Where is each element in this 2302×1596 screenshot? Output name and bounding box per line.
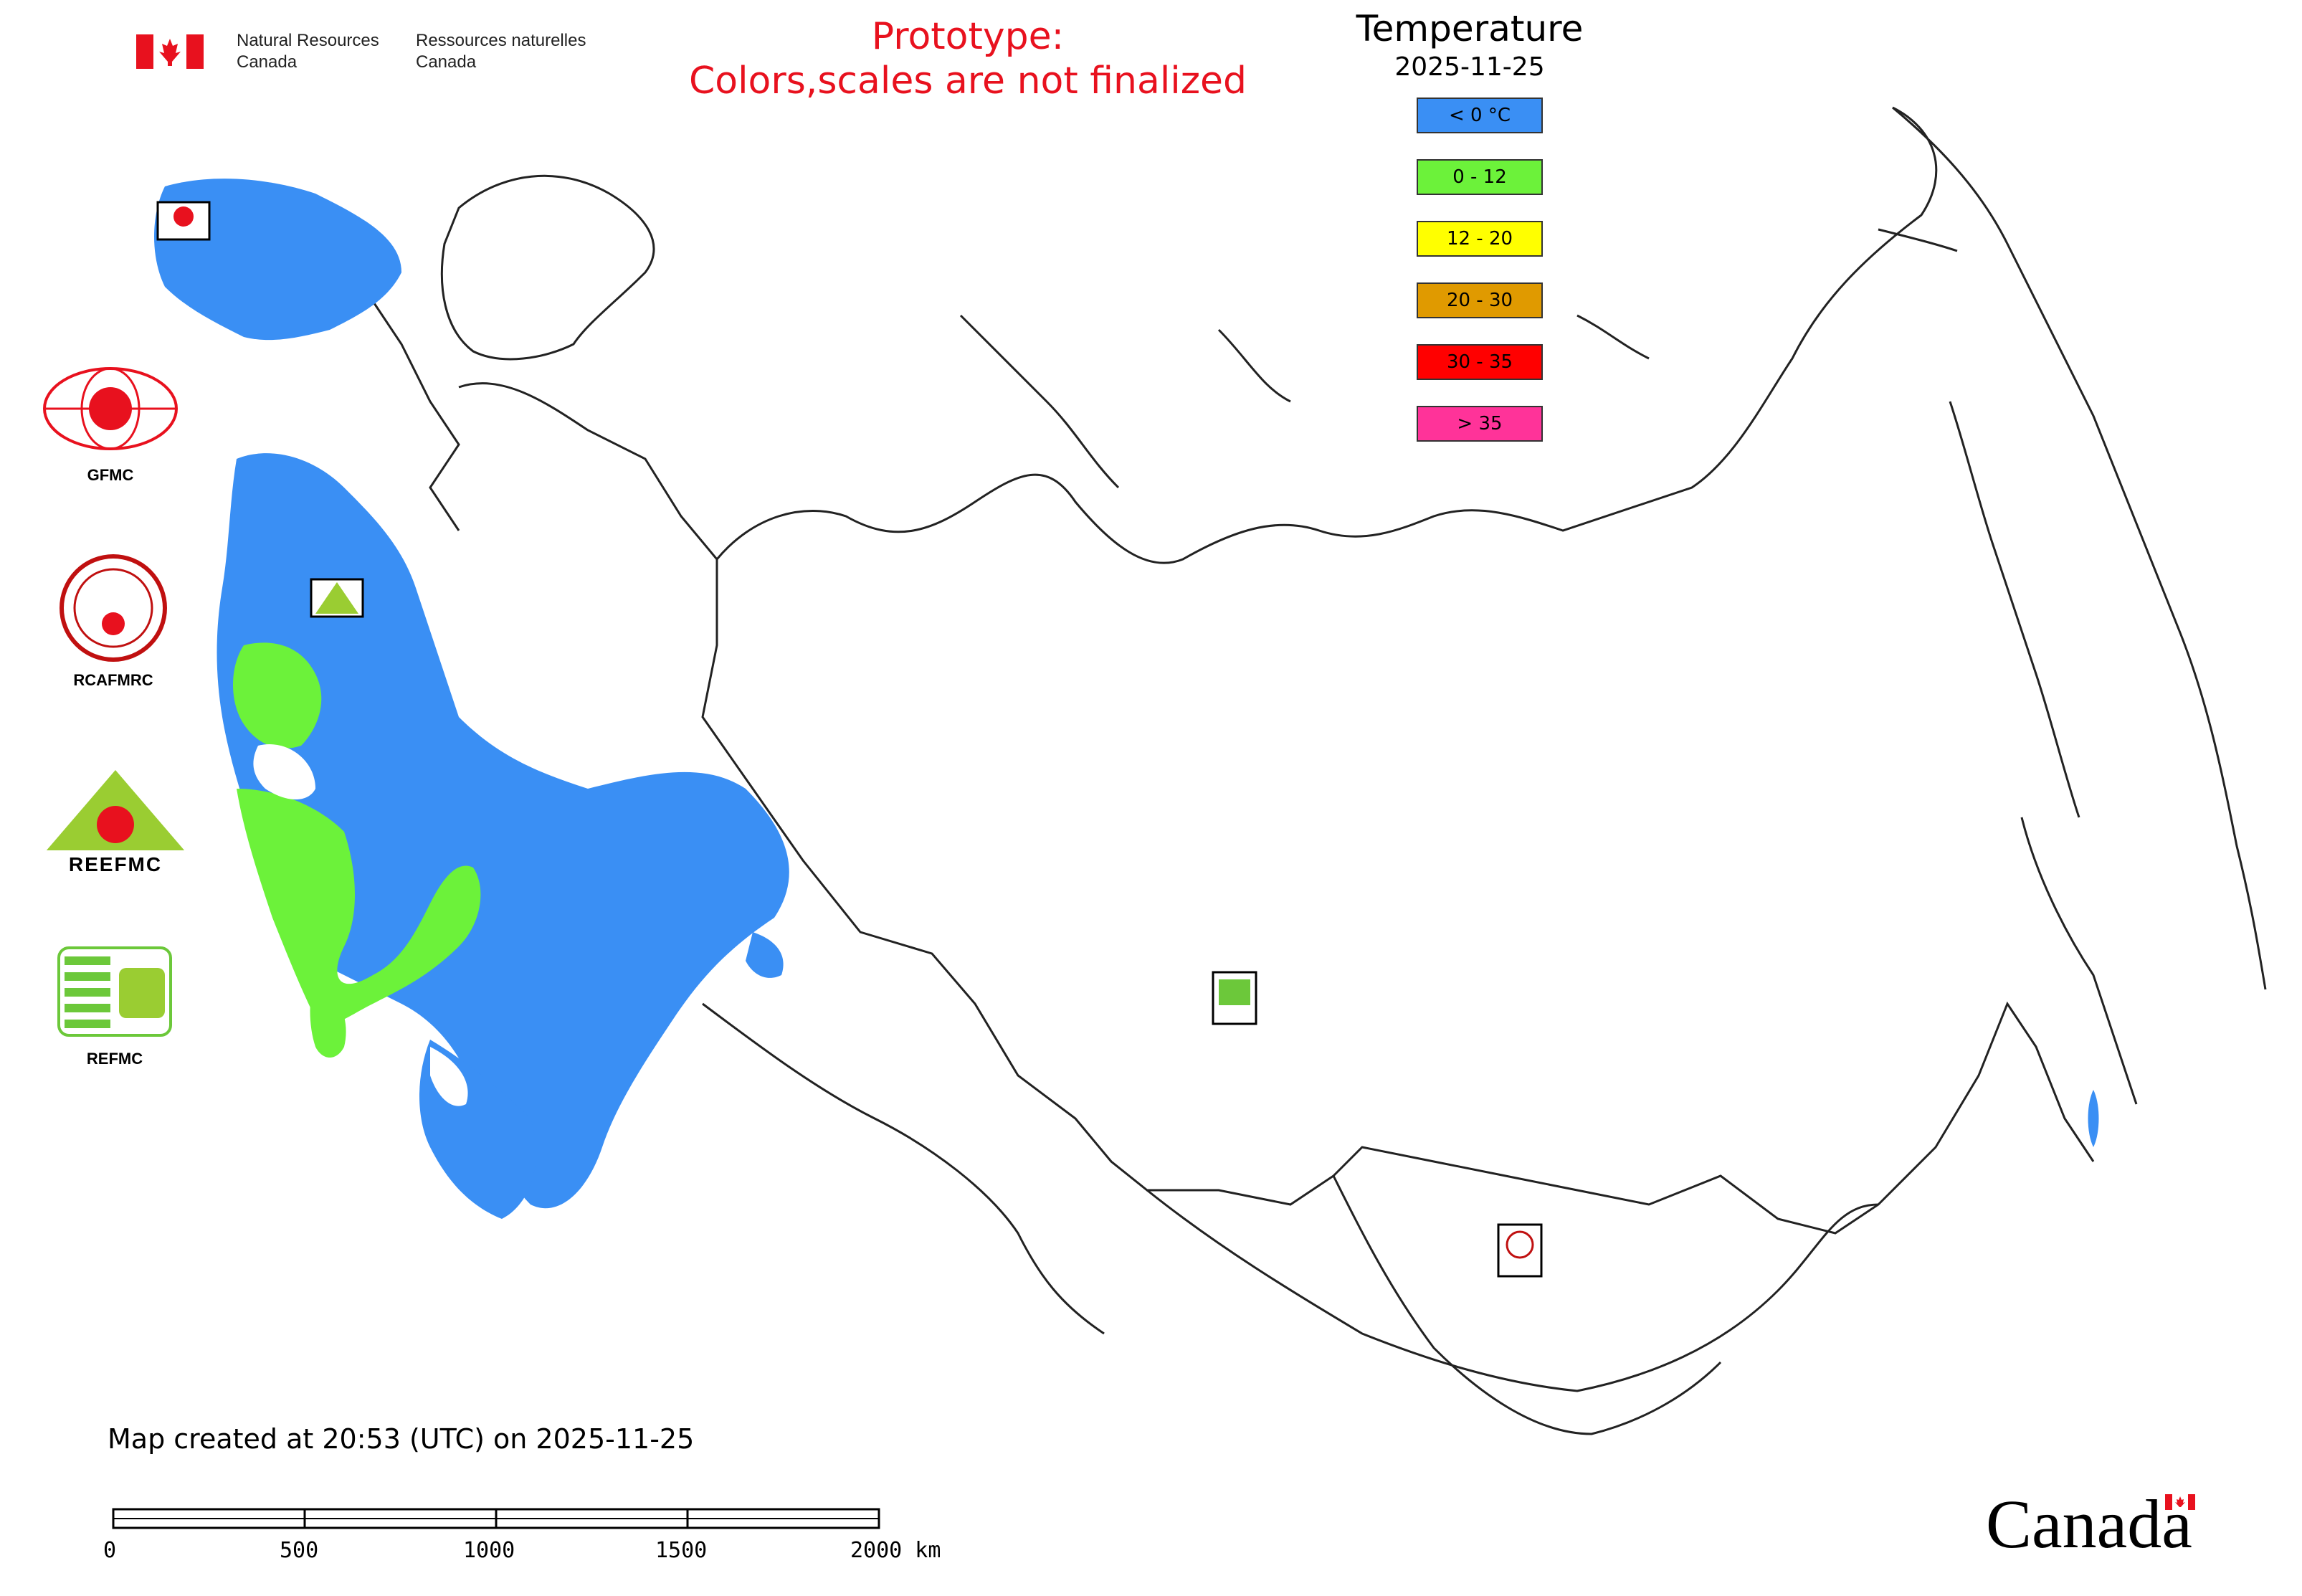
severnaya-zemlya — [1217, 328, 1291, 403]
gfmc-label: GFMC — [87, 466, 134, 484]
mongolia-border — [1146, 1189, 1879, 1392]
refmc-logo: REFMC — [57, 946, 172, 1068]
map-created-note: Map created at 20:53 (UTC) on 2025-11-25 — [108, 1423, 695, 1455]
temperature-zone-0-12 — [233, 642, 481, 1058]
novaya-zemlya — [959, 314, 1120, 489]
legend-item-0: < 0 °C — [1417, 98, 1543, 133]
scale-tick-2000: 2000 km — [850, 1538, 941, 1563]
rcafmrc-logo: RCAFMRC — [57, 552, 169, 690]
agency-name-fr: Ressources naturelles Canada — [416, 31, 586, 72]
legend-item-3: 20 - 30 — [1417, 282, 1543, 318]
wrangel-island — [1878, 228, 1958, 252]
canada-wordmark-text: Canada — [1986, 1486, 2192, 1562]
legend-item-1: 0 - 12 — [1417, 159, 1543, 195]
far-east-coast — [1892, 106, 2267, 990]
map-markers — [156, 201, 1543, 1278]
scale-tick-500: 500 — [280, 1538, 319, 1563]
new-siberian-islands — [1576, 314, 1650, 360]
legend-date: 2025-11-25 — [1394, 52, 1545, 82]
canada-flag-icon — [136, 34, 204, 69]
canada-wordmark-flag-icon — [2165, 1494, 2195, 1510]
arctic-coast — [715, 106, 1938, 564]
reefmc-emblem-icon — [42, 770, 189, 865]
rcafmrc-emblem-icon — [60, 554, 167, 662]
canada-wordmark: Canada — [1986, 1484, 2195, 1564]
scale-bar: 0 500 1000 1500 2000 km — [103, 1502, 968, 1574]
legend-title: Temperature — [1356, 8, 1584, 49]
russia-border — [458, 382, 2095, 1235]
rcafmrc-label: RCAFMRC — [73, 671, 153, 689]
sakhalin-outline — [2020, 817, 2138, 1105]
nrcan-logo: Natural Resources Canada Ressources natu… — [136, 30, 609, 73]
scale-bar-graphic — [112, 1508, 880, 1529]
agency-name-en: Natural Resources Canada — [237, 31, 379, 72]
china-border — [1332, 1175, 1722, 1435]
gfmc-emblem-icon — [43, 367, 178, 450]
prototype-title: Prototype: — [871, 15, 1065, 58]
legend-item-2: 12 - 20 — [1417, 221, 1543, 257]
reefmc-label: REEFMC — [68, 853, 163, 875]
kamchatka-outline — [1949, 401, 2080, 818]
scale-tick-0: 0 — [103, 1538, 117, 1563]
refmc-emblem-icon — [57, 946, 172, 1037]
gfmc-logo: GFMC — [40, 364, 181, 485]
europe-outline — [440, 174, 655, 361]
legend-item-4: 30 - 35 — [1417, 344, 1543, 380]
marker-rcafmrc — [1497, 1223, 1543, 1278]
refmc-label: REFMC — [86, 1050, 143, 1068]
reefmc-logo: REEFMC — [39, 767, 192, 876]
legend-item-5: > 35 — [1417, 406, 1543, 442]
legend: Temperature 2025-11-25 < 0 °C 0 - 12 12 - … — [1312, 6, 1627, 442]
scale-tick-1500: 1500 — [655, 1538, 708, 1563]
prototype-notice: Prototype: Colors,scales are not finaliz… — [609, 14, 1326, 103]
prototype-note: Colors,scales are not finalized — [688, 60, 1247, 103]
baltic-outline — [371, 300, 460, 531]
kazakhstan-border — [702, 1002, 1105, 1335]
scale-tick-1000: 1000 — [463, 1538, 515, 1563]
